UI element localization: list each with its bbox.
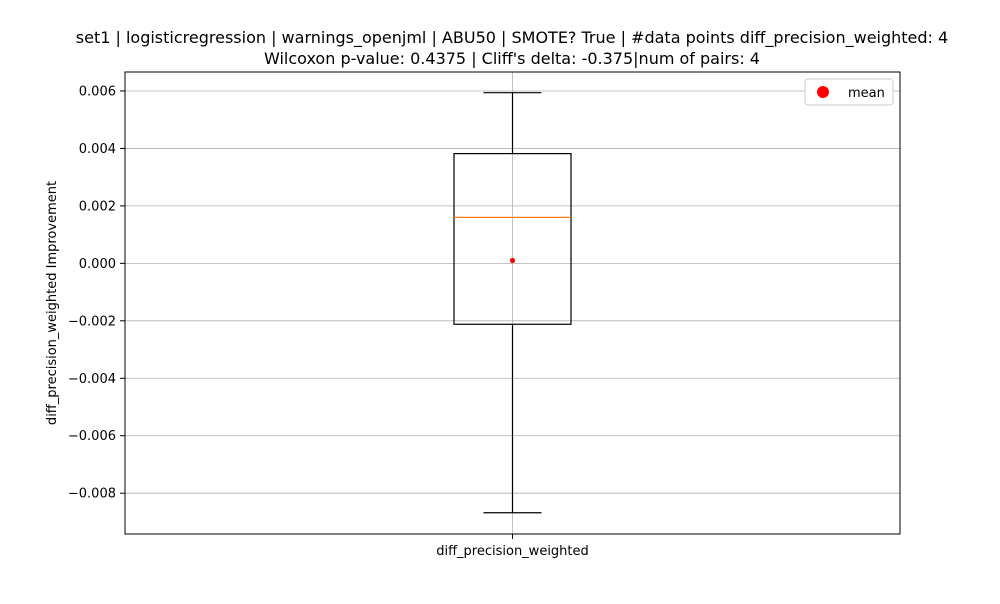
y-tick-label: 0.000 xyxy=(79,257,116,272)
y-tick-label: 0.002 xyxy=(79,199,116,214)
y-tick-label: −0.008 xyxy=(68,487,116,502)
box-layer xyxy=(453,92,572,514)
y-axis-label: diff_precision_weighted Improvement xyxy=(45,181,60,425)
axis-layer: −0.008 −0.006 −0.004 −0.002 0.000 0.002 0.004 0… xyxy=(68,84,589,559)
legend: mean xyxy=(804,78,894,106)
chart-title-line-2: Wilcoxon p-value: 0.4375 | Cliff's delta… xyxy=(264,49,760,68)
y-tick-label: 0.004 xyxy=(79,142,116,157)
y-tick-label: −0.006 xyxy=(68,429,116,444)
iqr-box xyxy=(453,152,572,325)
x-tick-label: diff_precision_weighted xyxy=(436,544,589,559)
legend-frame xyxy=(804,78,894,106)
y-tick-label: −0.002 xyxy=(68,314,116,329)
y-tick-label: −0.004 xyxy=(68,372,116,387)
y-tick-label: 0.006 xyxy=(79,84,116,99)
legend-mean-label: mean xyxy=(848,86,885,101)
chart-title-line-1: set1 | logisticregression | warnings_ope… xyxy=(76,28,948,48)
mean-marker xyxy=(509,257,516,264)
legend-mean-marker xyxy=(817,86,829,98)
